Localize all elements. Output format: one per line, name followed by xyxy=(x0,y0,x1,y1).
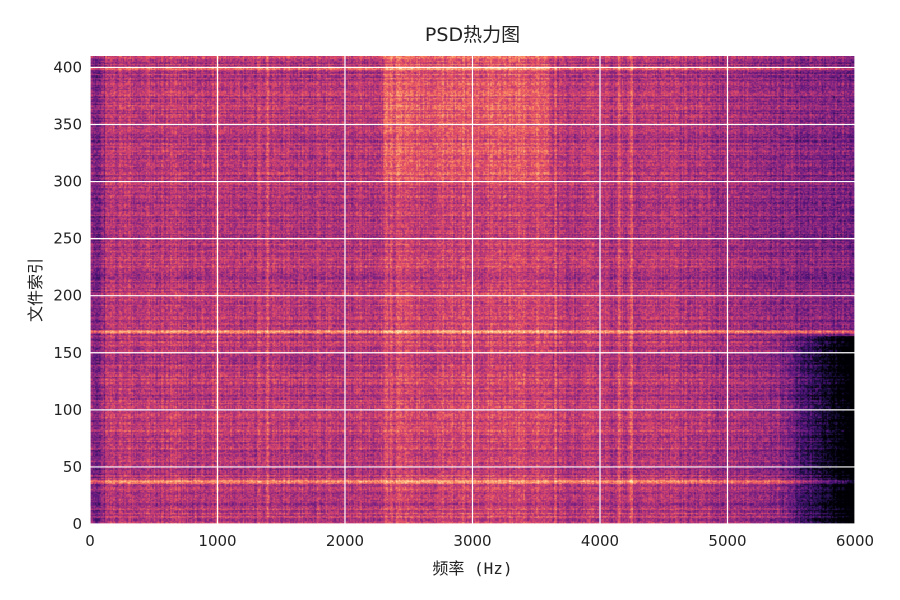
x-axis-label: 频率 (Hz) xyxy=(432,559,513,578)
y-tick-label-150: 150 xyxy=(53,344,82,362)
y-tick-label-350: 350 xyxy=(53,115,82,133)
y-tick-label-400: 400 xyxy=(53,58,82,76)
plot-area xyxy=(90,56,855,524)
y-tick-label-50: 50 xyxy=(63,458,82,476)
chart-title: PSD热力图 xyxy=(424,24,521,46)
y-tick-label-300: 300 xyxy=(53,173,82,191)
x-tick-label-4000: 4000 xyxy=(581,532,619,550)
grid-lines xyxy=(90,56,855,524)
y-tick-label-0: 0 xyxy=(72,515,82,533)
x-tick-label-6000: 6000 xyxy=(836,532,874,550)
y-tick-label-100: 100 xyxy=(53,401,82,419)
x-tick-label-0: 0 xyxy=(85,532,95,550)
x-tick-label-2000: 2000 xyxy=(326,532,364,550)
x-tick-label-3000: 3000 xyxy=(453,532,491,550)
y-tick-label-250: 250 xyxy=(53,230,82,248)
x-tick-label-1000: 1000 xyxy=(198,532,236,550)
y-axis-label: 文件索引 xyxy=(26,257,45,323)
y-tick-label-200: 200 xyxy=(53,287,82,305)
x-tick-label-5000: 5000 xyxy=(708,532,746,550)
